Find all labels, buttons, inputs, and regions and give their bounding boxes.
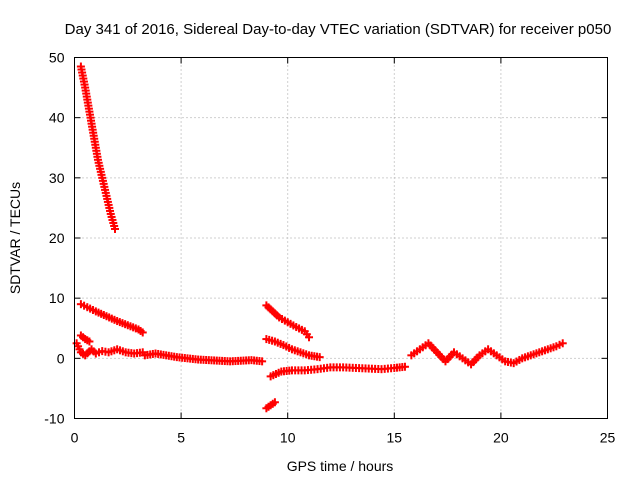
data-point	[305, 333, 314, 342]
data-point	[558, 339, 567, 348]
x-tick-label: 25	[600, 430, 616, 446]
y-tick-label: 0	[57, 350, 65, 366]
x-tick-label: 20	[493, 430, 509, 446]
y-tick-label: 40	[49, 110, 65, 126]
series-midday-low-arc	[140, 349, 267, 366]
y-tick-label: 20	[49, 230, 65, 246]
y-tick-label: -10	[44, 411, 64, 427]
data-point	[315, 353, 324, 362]
data-point	[400, 362, 409, 371]
x-tick-label: 10	[280, 430, 296, 446]
series-baseline-early	[72, 339, 147, 360]
plot-frame	[74, 57, 608, 419]
series-short-arc-early	[76, 331, 94, 346]
data-point	[111, 224, 120, 233]
y-tick-label: 10	[49, 290, 65, 306]
x-tick-label: 5	[177, 430, 185, 446]
x-tick-label: 0	[71, 430, 79, 446]
series-decaying-arc-early	[76, 300, 147, 337]
tick-layer: 0 5 10 15 20 25 -10 0 10 20 30 40 50	[44, 50, 615, 446]
x-tick-label: 15	[387, 430, 403, 446]
data-point	[270, 398, 279, 407]
series-settling-arc	[262, 335, 324, 362]
y-tick-label: 30	[49, 170, 65, 186]
series-decaying-arc-late	[262, 301, 314, 342]
chart-title: Day 341 of 2016, Sidereal Day-to-day VTE…	[65, 21, 612, 38]
y-tick-label: 50	[49, 50, 65, 66]
grid-layer	[74, 57, 608, 419]
series-evening-negative-arc	[266, 362, 409, 381]
data-point	[85, 337, 94, 346]
y-axis-label: SDTVAR / TECUs	[7, 182, 23, 294]
series-short-negative-arc	[262, 398, 279, 413]
data-point	[138, 328, 147, 337]
series-late-variable-arc	[407, 339, 567, 369]
data-point	[258, 357, 267, 366]
points-layer	[72, 62, 567, 413]
x-axis-label: GPS time / hours	[287, 458, 394, 474]
series-steep-descent-arc	[76, 62, 120, 233]
